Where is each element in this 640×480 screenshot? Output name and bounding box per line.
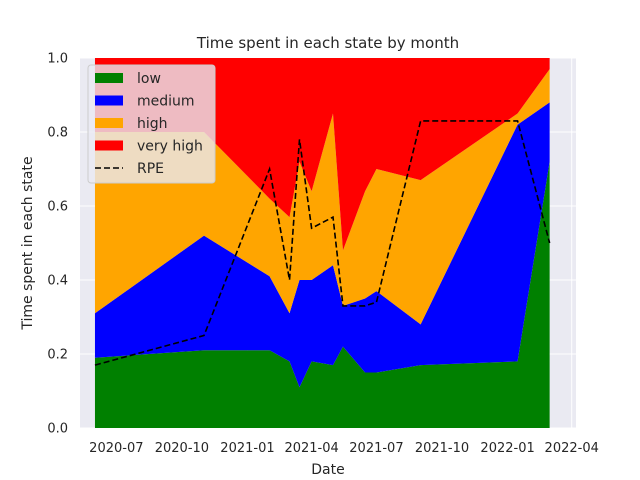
x-tick-label: 2022-01 (480, 441, 534, 456)
legend-label-high: high (137, 116, 168, 132)
legend-label-low: low (137, 71, 161, 87)
area-low (94, 161, 550, 428)
x-axis-label: Date (311, 462, 344, 478)
legend-swatch-low (95, 73, 123, 83)
legend-swatch-very-high (95, 140, 123, 151)
chart-title: Time spent in each state by month (196, 34, 459, 52)
x-tick-label: 2021-10 (415, 441, 469, 456)
y-axis-label: Time spent in each state (20, 156, 36, 330)
y-tick-label: 0.8 (47, 126, 68, 141)
y-tick-label: 0.0 (47, 422, 68, 437)
y-tick-label: 0.6 (47, 200, 68, 215)
legend-label-rpe: RPE (137, 161, 164, 177)
x-tick-label: 2021-07 (349, 441, 403, 456)
legend-swatch-medium (95, 95, 123, 106)
area-medium (94, 102, 550, 388)
x-tick-label: 2021-01 (220, 441, 274, 456)
area-high (94, 69, 550, 325)
legend: low medium high very high RPE (87, 64, 216, 184)
y-tick-label: 0.2 (47, 348, 68, 363)
legend-frame (87, 64, 216, 184)
y-tick-label: 0.4 (47, 274, 68, 289)
y-tick-labels: 0.0 0.2 0.4 0.6 0.8 1.0 (47, 52, 68, 437)
x-tick-label: 2021-04 (284, 441, 338, 456)
legend-label-medium: medium (137, 94, 195, 110)
x-tick-label: 2020-10 (155, 441, 209, 456)
x-tick-label: 2020-07 (89, 441, 143, 456)
rpe-line-group (94, 120, 551, 366)
rpe-line (94, 120, 551, 366)
y-tick-label: 1.0 (47, 52, 68, 67)
legend-swatch-high (95, 118, 123, 128)
legend-label-very-high: very high (137, 139, 203, 155)
x-tick-label: 2022-04 (545, 441, 599, 456)
x-tick-labels: 2020-07 2020-10 2021-01 2021-04 2021-07 2021-… (89, 441, 599, 456)
